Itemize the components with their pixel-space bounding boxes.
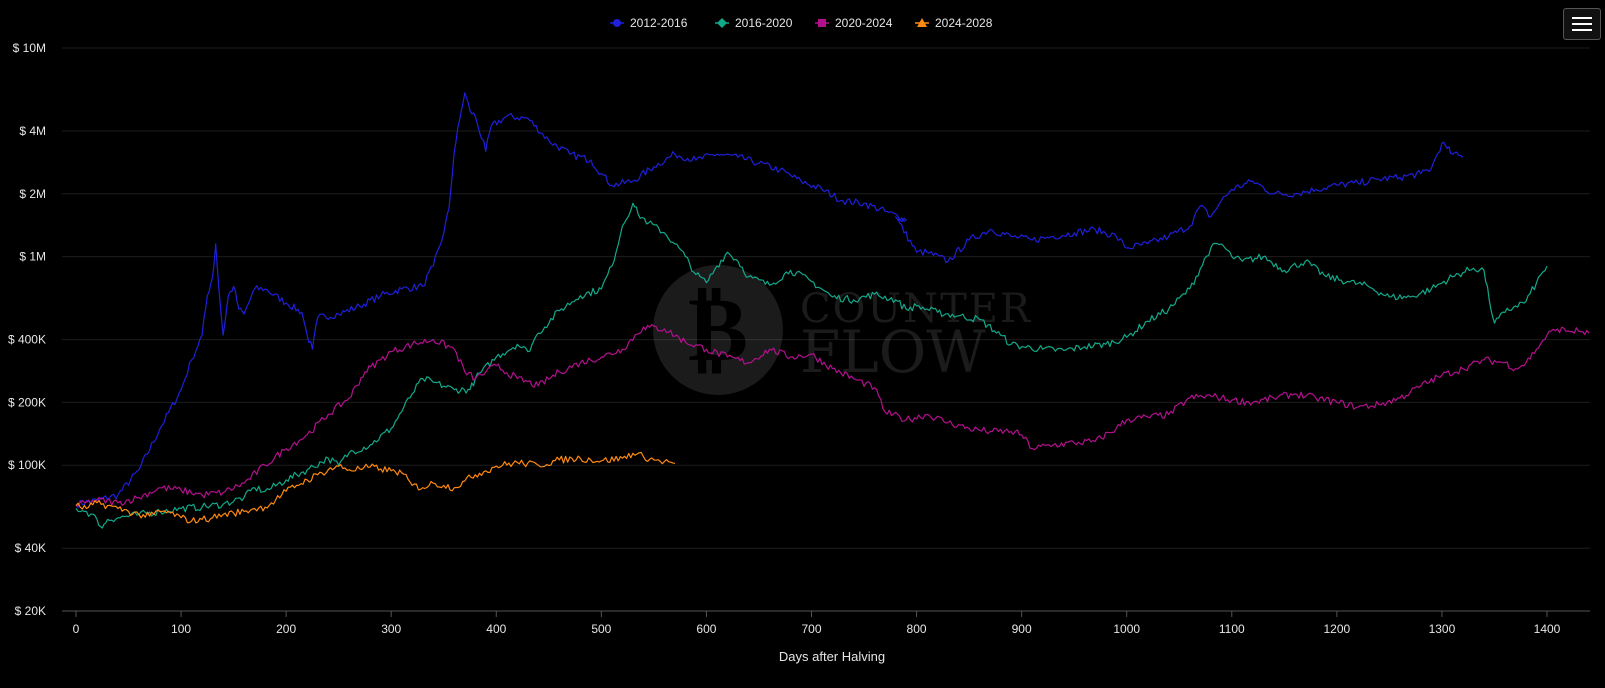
grid-lines: [62, 47, 1590, 612]
menu-button[interactable]: [1563, 8, 1601, 40]
bitcoin-logo-glyph: ₿: [688, 276, 748, 382]
legend-marker-triangle-icon: [917, 18, 927, 27]
series-line-2016-2020: [75, 202, 1548, 529]
x-tick-label: 500: [591, 622, 611, 636]
y-tick-label: $ 10M: [13, 41, 46, 55]
series-line-2020-2024: [76, 324, 1590, 507]
series-lines: [75, 92, 1590, 529]
x-axis-label: Days after Halving: [779, 649, 885, 664]
y-tick-label: $ 2M: [19, 187, 46, 201]
axes: $ 20K $ 40K $ 100K $ 200K $ 400K $ 1M $ 2M $ 4M…: [8, 41, 1590, 636]
legend: 2012-2016 2016-2020 2020-2024 2024-2028: [610, 16, 993, 30]
x-tick-label: 600: [696, 622, 716, 636]
y-tick-label: $ 400K: [8, 333, 46, 347]
legend-marker-diamond-icon: [717, 18, 727, 28]
legend-label: 2012-2016: [630, 16, 688, 30]
hamburger-icon-bar: [1572, 23, 1592, 25]
y-tick-label: $ 1M: [19, 250, 46, 264]
x-tick-label: 800: [907, 622, 927, 636]
watermark-line1: COUNTER: [800, 286, 1032, 332]
watermark-line2: FLOW: [800, 318, 986, 386]
x-tick-label: 1200: [1324, 622, 1351, 636]
x-tick-label: 1100: [1219, 622, 1245, 636]
hamburger-icon-bar: [1572, 17, 1592, 19]
y-tick-label: $ 4M: [19, 124, 46, 138]
x-tick-label: 0: [73, 622, 80, 636]
y-tick-label: $ 100K: [8, 458, 46, 472]
x-tick-label: 300: [381, 622, 401, 636]
x-tick-label: 400: [486, 622, 506, 636]
series-line-2012-2016: [75, 92, 1464, 509]
x-tick-label: 1300: [1429, 622, 1456, 636]
legend-marker-circle-icon: [613, 19, 621, 27]
watermark: ₿ COUNTER FLOW: [653, 265, 1032, 395]
legend-label: 2020-2024: [835, 16, 893, 30]
x-tick-label: 700: [801, 622, 821, 636]
x-tick-label: 100: [171, 622, 191, 636]
y-tick-label: $ 200K: [8, 395, 46, 409]
legend-label: 2016-2020: [735, 16, 793, 30]
x-tick-label: 200: [276, 622, 296, 636]
series-line-2024-2028: [75, 451, 676, 524]
x-tick-label: 1000: [1113, 622, 1140, 636]
legend-marker-square-icon: [818, 19, 826, 27]
y-tick-label: $ 40K: [15, 541, 46, 555]
x-tick-label: 900: [1012, 622, 1032, 636]
x-tick-label: 1400: [1534, 622, 1561, 636]
hamburger-icon-bar: [1572, 29, 1592, 31]
y-tick-label: $ 20K: [15, 604, 46, 618]
legend-label: 2024-2028: [935, 16, 993, 30]
